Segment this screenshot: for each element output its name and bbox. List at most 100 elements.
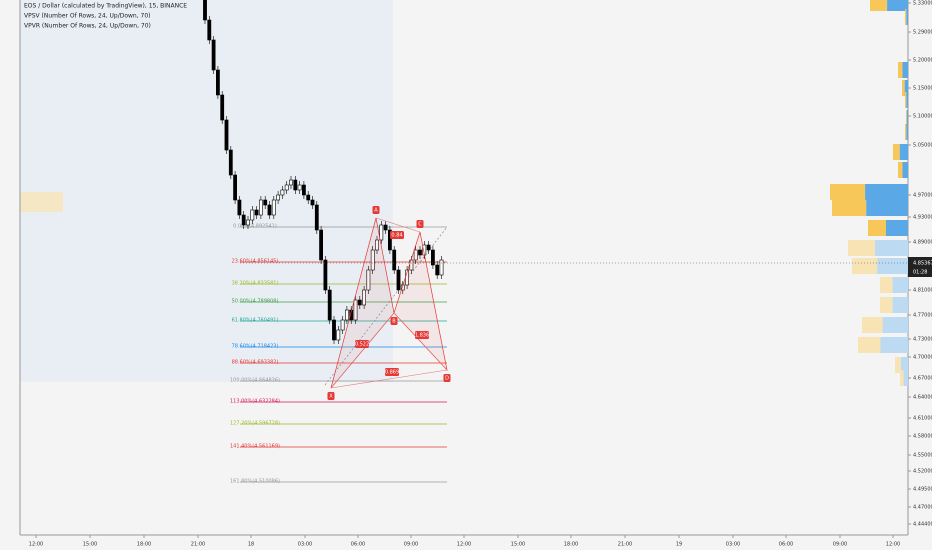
time-label: 18:00 bbox=[564, 542, 578, 548]
volume-bar-up bbox=[893, 144, 900, 160]
candle-body bbox=[254, 209, 259, 216]
candle-body bbox=[413, 249, 418, 261]
time-label: 12:00 bbox=[29, 542, 43, 548]
fib-label: 23.60%(4.856145) bbox=[232, 259, 279, 265]
volume-bar-up bbox=[852, 258, 878, 274]
volume-bar-up bbox=[905, 124, 907, 140]
point-label: C bbox=[418, 222, 422, 228]
candle-body bbox=[220, 94, 225, 121]
ratio-box bbox=[355, 340, 369, 348]
volume-bar-up bbox=[880, 297, 893, 313]
volume-bar-down bbox=[892, 277, 908, 293]
volume-bar-down bbox=[892, 297, 908, 313]
pattern-diagonal bbox=[330, 312, 395, 389]
current-price: 4.853679 bbox=[913, 261, 932, 267]
candle-body bbox=[430, 249, 435, 266]
volume-bar-up bbox=[830, 184, 866, 200]
candle-body bbox=[357, 299, 362, 306]
point-box bbox=[327, 392, 335, 400]
candle-body bbox=[375, 239, 379, 251]
candle-body bbox=[353, 299, 358, 321]
volume-bar-up bbox=[906, 110, 907, 126]
ratio-box bbox=[385, 368, 399, 376]
price-label: 5.290000 bbox=[913, 30, 932, 36]
time-label: 15:00 bbox=[83, 542, 97, 548]
volume-bar-up bbox=[895, 357, 901, 373]
volume-bar-up bbox=[898, 62, 903, 78]
time-label: 12:00 bbox=[457, 542, 471, 548]
volume-bar-up bbox=[880, 277, 893, 293]
fib-label: 141.40%(4.561169) bbox=[230, 444, 280, 450]
candle-body bbox=[332, 319, 336, 341]
candle-body bbox=[426, 244, 431, 251]
candle-body bbox=[362, 289, 367, 306]
price-label: 4.890000 bbox=[913, 240, 932, 246]
volume-bar-down bbox=[906, 124, 908, 140]
volume-bar-down bbox=[903, 370, 908, 386]
time-label: 06:00 bbox=[779, 542, 793, 548]
volume-bar-up bbox=[858, 337, 881, 353]
price-label: 4.610000 bbox=[913, 416, 932, 422]
volume-profile bbox=[830, 0, 908, 386]
time-label: 18 bbox=[248, 542, 254, 548]
candle-body bbox=[258, 199, 263, 216]
point-label: D bbox=[445, 376, 449, 382]
fib-label: 78.60%(4.718423) bbox=[232, 344, 279, 350]
price-label: 4.580000 bbox=[913, 434, 932, 440]
volume-bar-down bbox=[900, 357, 908, 373]
price-label: 4.930000 bbox=[913, 215, 932, 221]
price-label: 4.770000 bbox=[913, 313, 932, 319]
candle-body bbox=[289, 179, 293, 186]
volume-bar-down bbox=[902, 62, 908, 78]
point-box bbox=[443, 374, 451, 382]
fib-label: 0.00%(4.892541) bbox=[233, 224, 277, 230]
axes: 5.330000 5.290000 5.200000 5.150000 5.100000… bbox=[29, 1, 932, 548]
current-price-box bbox=[908, 257, 932, 277]
candles bbox=[203, 0, 444, 344]
price-label: 4.444000 bbox=[913, 522, 932, 528]
price-label: 4.730000 bbox=[913, 337, 932, 343]
symbol-title: EOS / Dollar (calculated by TradingView)… bbox=[24, 3, 187, 10]
volume-bar-down bbox=[877, 258, 908, 274]
time-label: 18:00 bbox=[137, 542, 151, 548]
volume-bar-up bbox=[868, 220, 886, 236]
candle-body bbox=[327, 289, 332, 321]
fib-label: 50.00%(4.789808) bbox=[232, 299, 279, 305]
candle-body bbox=[228, 149, 233, 176]
volume-bar-down bbox=[880, 337, 908, 353]
fib-label: 127.20%(4.596728) bbox=[230, 421, 280, 427]
candle-body bbox=[237, 199, 242, 216]
price-label: 4.520000 bbox=[913, 469, 932, 475]
price-label: 5.100000 bbox=[913, 114, 932, 120]
pattern-diagonal bbox=[375, 217, 421, 233]
price-label: 4.970000 bbox=[913, 193, 932, 199]
price-label: 4.810000 bbox=[913, 288, 932, 294]
fib-label: 88.60%(4.693382) bbox=[232, 360, 279, 366]
time-label: 21:00 bbox=[191, 542, 205, 548]
fib-label: 38.20%(4.833581) bbox=[232, 281, 279, 287]
volume-bar-up bbox=[832, 200, 867, 216]
candle-body bbox=[379, 224, 384, 241]
candle-body bbox=[250, 209, 255, 221]
volume-bar-down bbox=[902, 162, 908, 178]
candle-body bbox=[310, 199, 315, 206]
pattern-diagonal bbox=[393, 312, 448, 371]
candle-body bbox=[366, 269, 371, 291]
ratio-label: 0.869 bbox=[385, 370, 399, 376]
candle-body bbox=[203, 0, 207, 21]
candle-body bbox=[409, 259, 414, 271]
candle-body bbox=[211, 39, 216, 71]
volume-bar-up bbox=[898, 162, 903, 178]
fib-label: 100.00%(4.664836) bbox=[230, 378, 280, 384]
ratio-box bbox=[390, 231, 404, 239]
candle-body bbox=[340, 319, 345, 331]
price-label: 5.200000 bbox=[913, 58, 932, 64]
harmonic-pattern: X A B C D 0.84 0.522 1.836 0.869 bbox=[327, 206, 451, 400]
volume-bar-down bbox=[875, 240, 908, 256]
time-label: 09:00 bbox=[404, 542, 418, 548]
volume-bar-down bbox=[887, 0, 908, 11]
price-label: 4.700000 bbox=[913, 355, 932, 361]
volume-bar-down bbox=[865, 184, 908, 200]
candle-body bbox=[314, 204, 319, 231]
candle-body bbox=[301, 184, 306, 196]
